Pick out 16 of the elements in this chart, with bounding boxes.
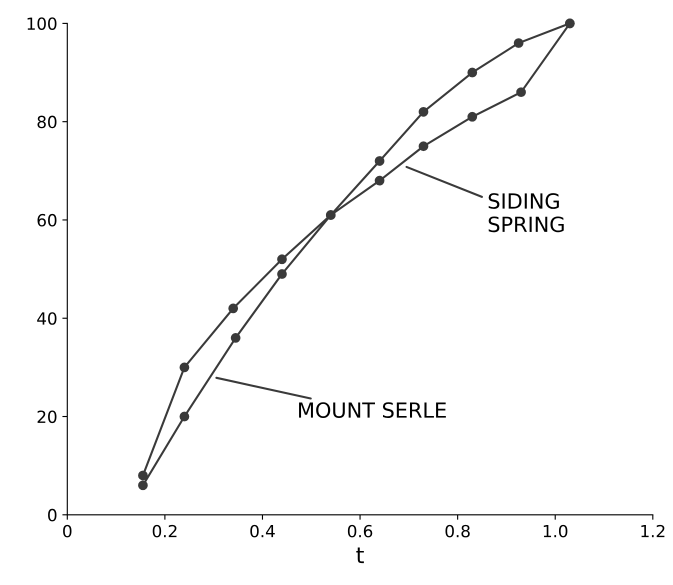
annotation: MOUNT SERLE [299,402,446,418]
x-tick-label: 0.4 [250,524,275,538]
x-tick-label: 0.2 [152,524,176,538]
x-axis-title: t [356,547,364,564]
y-tick-label: 0 [48,508,56,522]
x-tick-label: 0.6 [348,524,372,538]
x-tick-label: 0 [63,524,72,538]
x-tick-label: 1.0 [544,524,568,538]
y-tick-label: 40 [37,312,56,325]
y-tick-label: 20 [38,410,56,424]
x-tick-label: 1.2 [641,524,664,538]
y-tick-label: 60 [38,214,56,227]
x-tick-label: 0.8 [445,524,470,538]
y-tick-label: 80 [38,116,56,128]
y-tick-label: 100 [28,17,56,30]
annotation: SIDING SPRING [488,193,564,232]
